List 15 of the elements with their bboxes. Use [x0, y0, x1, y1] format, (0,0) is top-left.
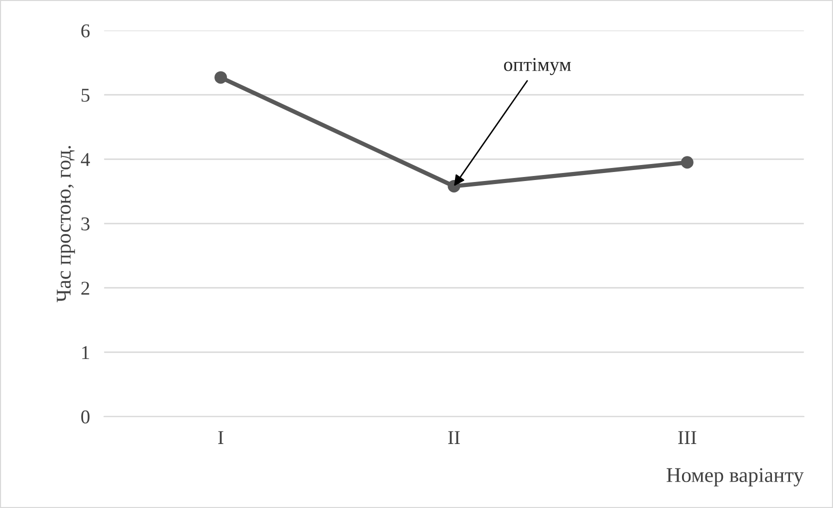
y-tick-label: 4: [80, 153, 90, 166]
point: [680, 156, 694, 169]
x-tick-label: II: [448, 431, 460, 444]
y-tick-label: 5: [82, 88, 90, 102]
annotation: оптімум: [504, 58, 571, 76]
y-tick-label: 6: [81, 24, 90, 38]
point: [214, 71, 227, 84]
y-tick-label: 2: [81, 282, 90, 295]
y-tick-label: 0: [81, 410, 90, 424]
y-tick-label: 1: [82, 346, 90, 359]
y-tick-label: 3: [81, 217, 90, 230]
x-tick-label: III: [678, 431, 696, 444]
y-axis-title: Час простою, год.: [56, 146, 75, 302]
x-tick-label: I: [218, 431, 224, 444]
x-axis-title: Номер варіанту: [666, 468, 804, 486]
